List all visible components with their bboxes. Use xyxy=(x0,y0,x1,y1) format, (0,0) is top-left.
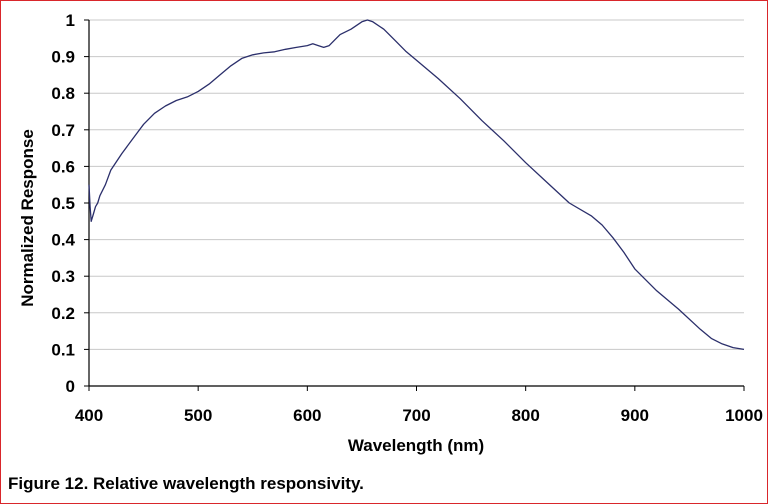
y-axis-ticks: 0 0.1 0.2 0.3 0.4 0.5 0.6 0.7 0.8 0.9 1 xyxy=(51,11,89,396)
x-tick-label: 800 xyxy=(511,406,539,425)
x-tick-label: 900 xyxy=(621,406,649,425)
y-tick-label: 1 xyxy=(66,11,75,30)
x-tick-label: 700 xyxy=(402,406,430,425)
y-axis-title: Normalized Response xyxy=(18,129,37,307)
x-axis-ticks: 400 500 600 700 800 900 1000 xyxy=(75,386,763,425)
y-tick-label: 0.2 xyxy=(51,304,75,323)
series-layer xyxy=(88,19,745,351)
x-tick-label: 600 xyxy=(293,406,321,425)
x-tick-label: 1000 xyxy=(725,406,763,425)
y-tick-label: 0.4 xyxy=(51,231,75,250)
y-tick-label: 0.6 xyxy=(51,157,75,176)
y-tick-label: 0.9 xyxy=(51,48,75,67)
x-tick-label: 500 xyxy=(184,406,212,425)
x-tick-label: 400 xyxy=(75,406,103,425)
y-tick-label: 0.7 xyxy=(51,121,75,140)
figure-caption: Figure 12. Relative wavelength responsiv… xyxy=(8,474,364,493)
y-tick-label: 0 xyxy=(66,377,75,396)
series-line-normalized-response xyxy=(88,19,745,351)
y-tick-label: 0.1 xyxy=(51,340,75,359)
y-tick-label: 0.5 xyxy=(51,194,75,213)
y-tick-label: 0.8 xyxy=(51,84,75,103)
gridlines xyxy=(89,19,744,350)
x-axis-title: Wavelength (nm) xyxy=(348,436,484,455)
line-chart: 0 0.1 0.2 0.3 0.4 0.5 0.6 0.7 0.8 0.9 1 400 500 600 7… xyxy=(18,11,763,455)
y-tick-label: 0.3 xyxy=(51,267,75,286)
